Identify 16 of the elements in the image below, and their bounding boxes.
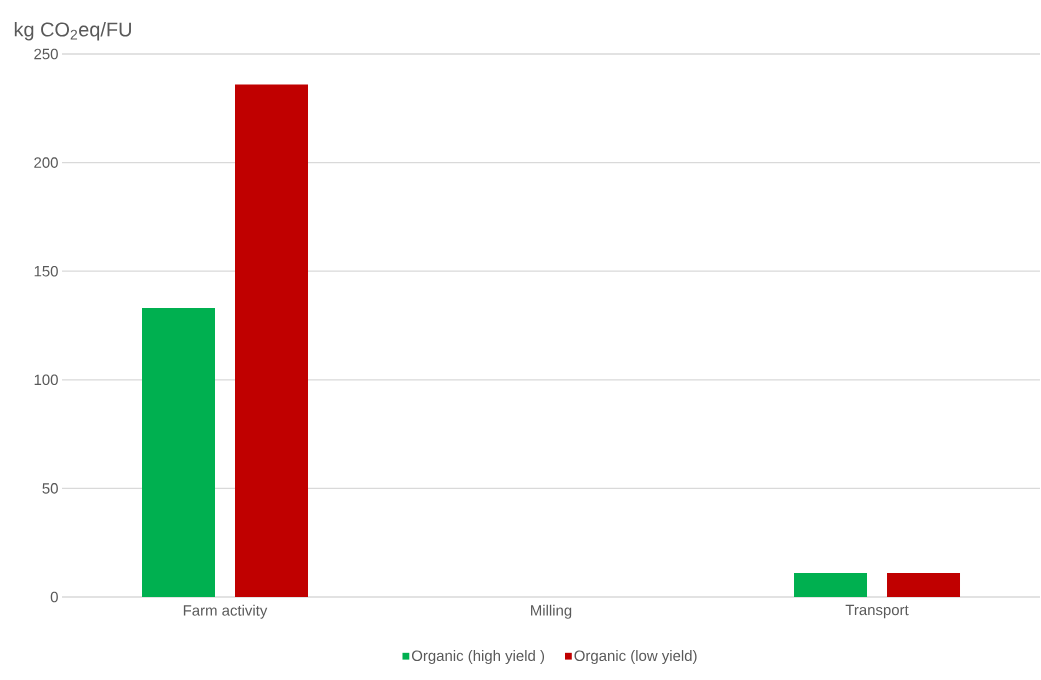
x-tick-label: Transport: [845, 604, 909, 619]
y-tick-label: 0: [50, 591, 58, 603]
y-tick-label: 150: [34, 265, 58, 277]
bar: [235, 84, 308, 597]
y-tick-label: 200: [34, 157, 58, 168]
y-tick-label: 100: [34, 374, 58, 386]
bar: [887, 573, 961, 597]
x-tick-label: Milling: [531, 604, 572, 619]
y-tick-label: 250: [34, 48, 58, 60]
legend-label: Organic (high yield ): [411, 650, 545, 664]
legend-label: Organic (low yield): [574, 650, 697, 664]
bar: [794, 573, 868, 597]
bar: [142, 308, 215, 597]
y-axis-title: kg CO$_{2}$eq/FU: [14, 21, 131, 41]
x-tick-label: Farm activity: [183, 604, 268, 619]
y-tick-label: 50: [42, 483, 58, 494]
